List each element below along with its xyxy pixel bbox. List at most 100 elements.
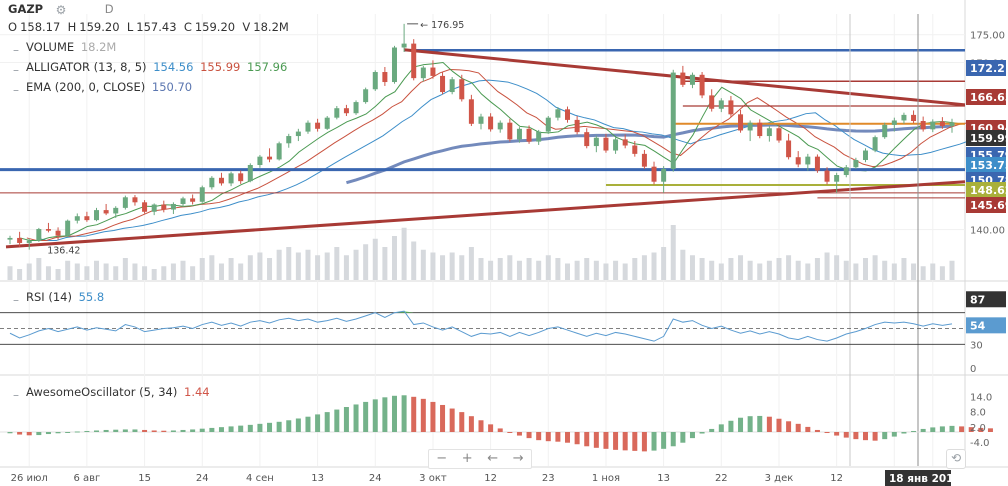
ao-bar [930,427,936,432]
zoom-in-icon[interactable]: + [461,451,473,466]
ao-bar [55,432,61,434]
ao-bar [113,429,119,432]
volume-bar [949,260,955,280]
ao-bar [286,420,292,432]
volume-bar [738,255,744,280]
time-axis-tick: 12 [484,473,497,484]
volume-bar [353,249,359,280]
ao-bar [497,428,503,432]
collapse-icon[interactable]: – [13,293,19,307]
candle-body [536,131,542,142]
interval-label[interactable]: D [104,2,114,16]
candle-body [411,43,417,79]
candle-body [430,67,436,76]
ema-legend[interactable]: EMA (200, 0, CLOSE) 150.70 [26,80,192,94]
candle-body [488,116,494,130]
ao-bar [180,429,186,432]
ao-bar [276,421,282,432]
ao-bar [218,427,224,432]
ao-axis-tick: 2.0 [970,423,986,434]
candle-body [834,175,840,182]
alligator-teeth-value: 155.99 [200,60,241,74]
volume-bar [459,255,465,280]
zoom-navigation[interactable]: − + ← → [428,449,532,469]
candle-body [353,102,359,114]
ao-bar [766,416,772,432]
scroll-left-icon[interactable]: ← [487,451,499,466]
candle-body [574,119,580,133]
volume-bar [180,260,186,280]
crosshair-date-label: 18 янв 2019 [889,473,961,485]
volume-bar [65,260,71,280]
collapse-icon[interactable]: – [13,83,19,97]
candle-body [526,128,532,142]
candle-body [699,74,705,96]
volume-bar [391,236,397,280]
ao-bar [74,431,80,433]
ao-bar [295,418,301,432]
ao-bar [526,432,532,439]
volume-bar [824,252,830,280]
collapse-icon[interactable]: – [13,388,19,402]
volume-bar [862,258,868,280]
price-axis-tick: 175.00 [970,31,1005,42]
volume-bar [190,266,196,280]
symbol-label[interactable]: GAZP [8,2,44,16]
ao-bar [603,432,609,449]
ao-bar [728,420,734,432]
candle-body [497,122,503,130]
candle-body [555,109,561,118]
candle-body [709,95,715,109]
ao-bar [911,430,917,432]
candle-body [584,132,590,147]
rsi-value: 55.8 [78,290,105,304]
ao-bar [565,432,571,443]
rsi-legend[interactable]: RSI (14) 55.8 [26,290,104,304]
ao-bar [36,432,42,436]
time-axis-tick: 15 [138,473,151,484]
zoom-out-icon[interactable]: − [436,451,448,466]
candle-body [36,229,42,241]
volume-bar [699,258,705,280]
price-tag [966,89,1006,105]
time-axis-tick: 24 [196,473,209,484]
ao-bar [343,407,349,432]
alligator-legend[interactable]: ALLIGATOR (13, 8, 5) 154.56 155.99 157.9… [26,60,287,74]
collapse-icon[interactable]: – [13,63,19,77]
time-axis-tick: 24 [369,473,382,484]
candle-body [738,114,744,131]
ao-legend[interactable]: AwesomeOscillator (5, 34) 1.44 [26,385,210,399]
candle-body [632,145,638,154]
ao-bar [555,432,561,442]
volume-bar [122,258,128,280]
alligator-jaw-value: 154.56 [153,60,194,74]
candle-body [17,237,23,243]
volume-bar [257,252,263,280]
volume-bar [218,263,224,280]
ohlc-v-label: V [242,20,251,34]
price-tag-label: 172.21 [970,62,1008,75]
volume-bar [872,255,878,280]
ao-bar [891,432,897,437]
volume-legend[interactable]: VOLUME 18.2M [26,40,116,54]
candle-body [747,122,753,131]
candle-body [776,128,782,141]
volume-bar [113,266,119,280]
scroll-right-icon[interactable]: → [512,451,524,466]
candle-body [324,117,330,129]
ao-bar [939,426,945,432]
settings-icon[interactable]: ⚙ [55,3,67,17]
ao-bar [901,432,907,434]
volume-bar [161,266,167,280]
collapse-icon[interactable]: – [13,43,19,57]
candle-body [949,122,955,127]
candle-body [209,177,215,188]
reset-icon[interactable]: ⟲ [946,449,966,469]
volume-bar [411,241,417,280]
candle-body [199,187,205,202]
volume-bar [199,258,205,280]
candle-body [103,210,109,214]
volume-bar [132,263,138,280]
ao-bar [670,432,676,447]
